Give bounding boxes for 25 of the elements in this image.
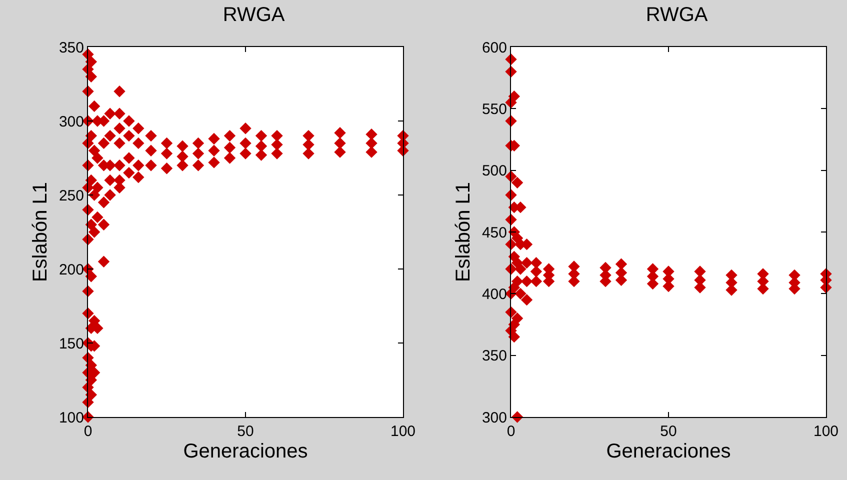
y-axis-title: Eslabón L1 [29, 182, 52, 282]
x-tick-label: 0 [84, 423, 92, 440]
y-tick-label: 500 [482, 162, 507, 180]
x-axis-title: Generaciones [606, 440, 731, 462]
y-tick-label: 200 [58, 261, 84, 278]
y-axis-title: Eslabón L1 [452, 182, 474, 282]
y-tick-label: 300 [482, 409, 507, 426]
y-tick-label: 300 [58, 113, 84, 130]
y-tick-label: 100 [58, 409, 84, 426]
y-tick-label: 450 [482, 224, 507, 242]
y-tick-label: 250 [58, 187, 84, 204]
y-tick-label: 150 [58, 335, 84, 352]
y-tick-label: 350 [482, 348, 507, 365]
x-axis-title: Generaciones [183, 440, 308, 462]
x-tick-label: 50 [237, 423, 254, 440]
y-tick-label: 400 [482, 286, 507, 303]
x-tick-label: 0 [506, 423, 516, 440]
y-tick-label: 350 [58, 39, 84, 56]
chart-title: RWGA [222, 4, 286, 26]
x-tick-label: 100 [390, 423, 416, 440]
x-tick-label: 50 [660, 423, 677, 440]
chart-title: RWGA [646, 4, 708, 26]
x-tick-label: 100 [813, 423, 839, 440]
y-tick-label: 600 [482, 39, 507, 56]
y-tick-label: 550 [482, 100, 507, 118]
